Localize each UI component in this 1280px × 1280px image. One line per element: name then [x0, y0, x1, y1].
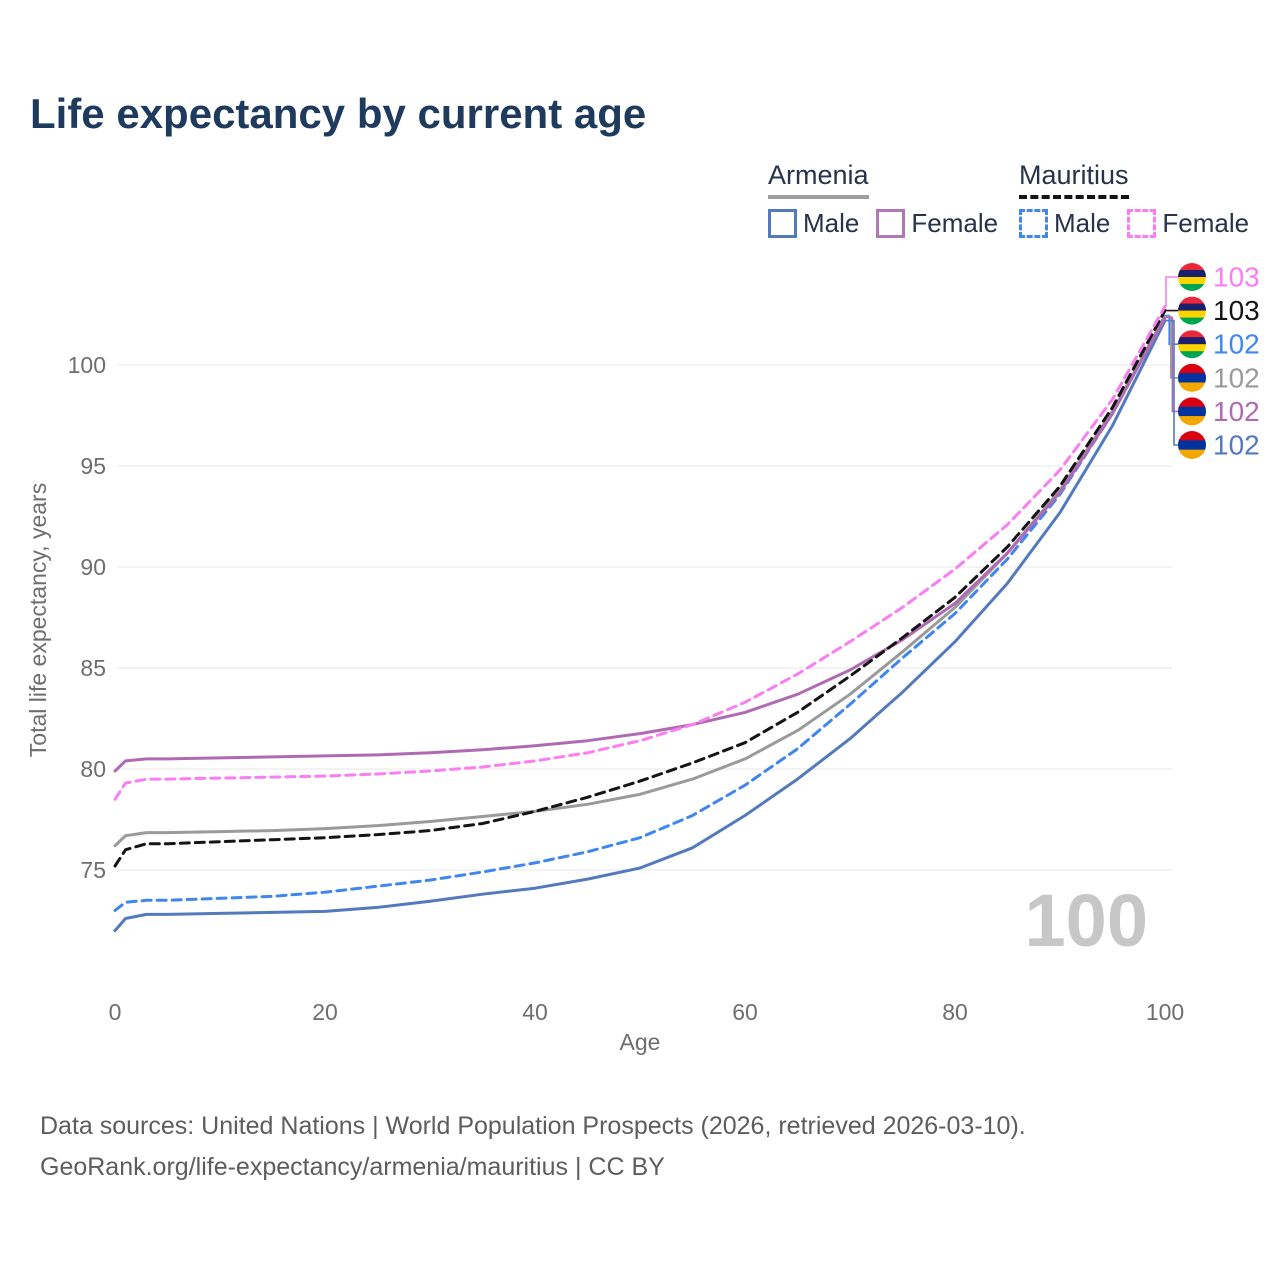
end-value-label-mauritius-female: 103 — [1213, 262, 1260, 293]
flag-stripe — [1178, 263, 1206, 271]
flag-stripe — [1178, 440, 1206, 451]
flag-stripe — [1178, 284, 1206, 291]
series-line-armenia-both-sexes — [113, 315, 1167, 848]
y-tick-label-75: 75 — [80, 857, 106, 883]
end-value-label-mauritius-both-sexes: 103 — [1213, 295, 1260, 326]
series-line-armenia-female — [113, 316, 1167, 773]
footer-attribution-line: GeoRank.org/life-expectancy/armenia/maur… — [40, 1153, 665, 1181]
flag-icon-armenia — [1178, 431, 1206, 459]
y-tick-label-90: 90 — [80, 554, 106, 580]
flag-icon-armenia — [1178, 363, 1206, 392]
flag-stripe — [1178, 382, 1206, 392]
footer: Data sources: United Nations | World Pop… — [40, 1106, 1026, 1188]
hover-age-label: 100 — [1025, 879, 1148, 962]
y-axis-title: Total life expectancy, years — [25, 483, 51, 757]
series-line-mauritius-both-sexes — [113, 309, 1167, 868]
end-value-label-armenia-female: 102 — [1213, 396, 1260, 427]
legend-label-armenia-female: Female — [911, 208, 999, 238]
end-value-label-armenia-both-sexes: 102 — [1213, 362, 1260, 393]
legend-swatch-mauritius-female[interactable] — [1127, 209, 1157, 238]
flag-stripe — [1178, 431, 1206, 441]
legend-header-armenia[interactable]: Armenia — [768, 160, 869, 199]
flag-stripe — [1178, 303, 1206, 312]
hover-age-readout: 100 — [1025, 879, 1148, 962]
flag-stripe — [1178, 277, 1206, 285]
label-connector-armenia-both-sexes — [1165, 315, 1178, 379]
flag-stripe — [1178, 406, 1206, 417]
y-tick-label-95: 95 — [80, 453, 106, 479]
legend-group-mauritius: Mauritius Male Female — [1019, 160, 1266, 239]
flag-stripe — [1178, 270, 1206, 278]
x-tick-label-40: 40 — [522, 999, 548, 1025]
legend-label-mauritius-male: Male — [1054, 208, 1111, 238]
x-tick-label-60: 60 — [732, 999, 758, 1025]
flag-stripe — [1178, 337, 1206, 345]
series-line-mauritius-female — [113, 304, 1167, 801]
legend-swatch-armenia-female[interactable] — [876, 209, 906, 238]
label-connector-mauritius-female — [1165, 276, 1178, 308]
flag-icon-mauritius — [1178, 330, 1206, 359]
end-value-label-armenia-male: 102 — [1213, 430, 1260, 461]
grid-layer — [118, 364, 1172, 871]
series-layer — [113, 304, 1167, 933]
legend-row-mauritius: Male Female — [1019, 208, 1266, 239]
x-tick-label-80: 80 — [942, 999, 968, 1025]
x-tick-label-100: 100 — [1146, 999, 1184, 1025]
flag-stripe — [1178, 373, 1206, 383]
flag-stripe — [1178, 310, 1206, 319]
legend-header-mauritius[interactable]: Mauritius — [1019, 160, 1129, 199]
legend-row-armenia: Male Female — [768, 208, 1015, 239]
chart-title: Life expectancy by current age — [30, 90, 647, 137]
axis-layer: 75 80 85 90 95 100 0 20 40 60 80 100 Age Total life e… — [25, 352, 1184, 1055]
legend-label-armenia-male: Male — [803, 208, 860, 238]
flag-stripe — [1178, 449, 1206, 459]
legend-swatch-mauritius-male[interactable] — [1019, 209, 1048, 238]
series-line-armenia-male — [113, 319, 1167, 933]
label-connector-armenia-male — [1165, 319, 1178, 446]
flag-stripe — [1178, 397, 1206, 408]
y-tick-label-100: 100 — [68, 352, 106, 378]
legend-group-armenia: Armenia Male Female — [768, 160, 1015, 239]
footer-source-line: Data sources: United Nations | World Pop… — [40, 1112, 1026, 1140]
y-tick-label-85: 85 — [80, 655, 106, 681]
flag-stripe — [1178, 351, 1206, 359]
label-connector-armenia-female — [1165, 316, 1178, 413]
x-tick-label-20: 20 — [312, 999, 338, 1025]
end-value-label-mauritius-male: 102 — [1213, 329, 1260, 360]
y-tick-label-80: 80 — [80, 756, 106, 782]
series-line-mauritius-male — [113, 314, 1167, 912]
flag-icon-armenia — [1178, 397, 1206, 426]
flag-stripe — [1178, 317, 1206, 325]
flag-stripe — [1178, 330, 1206, 338]
legend-swatch-armenia-male[interactable] — [768, 209, 797, 238]
flag-stripe — [1178, 344, 1206, 352]
flag-stripe — [1178, 296, 1206, 305]
legend-label-mauritius-female: Female — [1162, 208, 1250, 238]
flag-icon-mauritius — [1178, 296, 1206, 325]
flag-stripe — [1178, 363, 1206, 374]
chart-canvas[interactable]: 75 80 85 90 95 100 0 20 40 60 80 100 Age Total life e… — [0, 0, 1280, 1070]
x-axis-title: Age — [620, 1029, 661, 1055]
flag-stripe — [1178, 416, 1206, 426]
x-tick-label-0: 0 — [109, 999, 122, 1025]
flag-icon-mauritius — [1178, 263, 1206, 291]
